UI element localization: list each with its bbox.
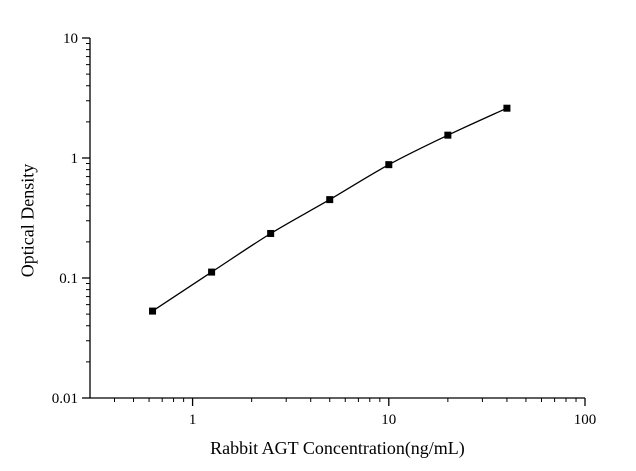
y-tick-label: 1 — [71, 151, 79, 167]
x-tick-label: 10 — [381, 412, 396, 428]
y-tick-label: 0.01 — [52, 391, 78, 407]
data-point-marker — [267, 229, 275, 237]
series-line — [152, 107, 508, 312]
x-tick-label: 1 — [189, 412, 197, 428]
data-point-marker — [326, 196, 334, 204]
data-point-marker — [444, 131, 452, 139]
data-point-marker — [149, 307, 157, 315]
x-tick-label: 100 — [574, 412, 597, 428]
data-point-marker — [503, 104, 511, 112]
y-tick-label: 10 — [63, 31, 78, 47]
data-point-marker — [208, 268, 216, 276]
y-tick-label: 0.1 — [59, 271, 78, 287]
x-axis-title: Rabbit AGT Concentration(ng/mL) — [210, 438, 465, 458]
data-point-marker — [385, 161, 393, 169]
y-axis-title: Optical Density — [17, 163, 38, 278]
